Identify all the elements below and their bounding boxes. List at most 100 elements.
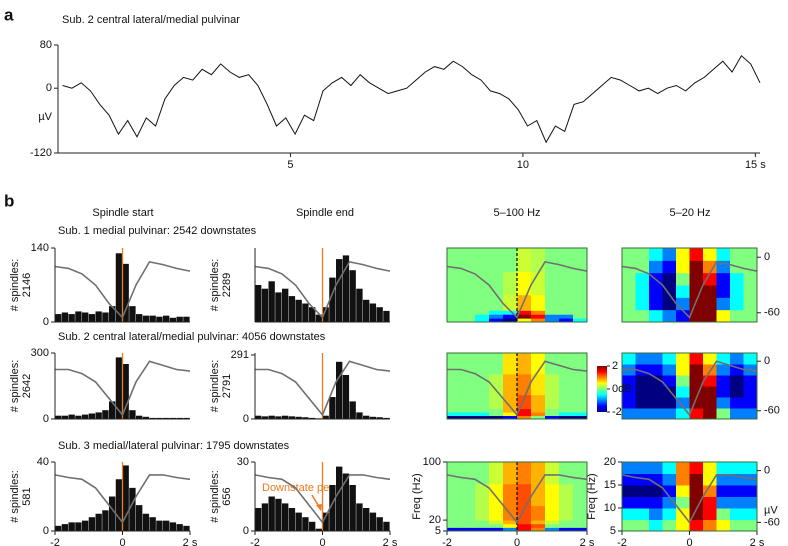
heatmap-cell [649,309,663,323]
colorbar-tick-label: 2 [612,360,618,372]
y-axis-label: # spindles: [9,360,21,413]
y2-tick-label: 0 [764,251,770,263]
x-tick-label: -2 [617,537,627,546]
heatmap-cell [545,462,560,485]
heatmap-cell [689,408,704,420]
heatmap-cell [730,285,744,298]
colorbar-tick-label: 0dB [612,383,632,395]
heatmap-cell [545,310,560,315]
heatmap-cell [703,375,717,387]
heatmap-cell [622,297,636,311]
colorbar-tick-label: -2 [612,406,622,418]
heatmap-cell [475,415,490,420]
histogram-bar [376,307,383,322]
y-axis-label: # spindles: [9,470,21,523]
histogram-bar [176,316,183,322]
heatmap-cell [461,520,476,525]
histogram-bar [268,281,275,322]
heatmap-cell [517,294,532,311]
heatmap-cell [447,294,462,311]
y-tick-label: 0 [43,316,49,328]
histogram-bar [363,299,370,322]
heatmap-cell [689,260,704,274]
heatmap-cell [662,397,677,409]
histogram-bar [102,312,109,322]
heatmap-cell [475,523,490,528]
histogram-bar [369,416,377,419]
heatmap-cell [662,364,677,376]
x-tick-label: 0 [686,537,692,546]
histogram-bar [163,315,170,322]
y-tick-label: 300 [31,347,49,359]
heatmap-cell [489,271,504,296]
histogram-bar [356,412,363,419]
heatmap-cell [461,415,476,420]
heatmap-cell [662,272,677,286]
heatmap-cell [559,523,574,528]
heatmap-cell [559,527,574,532]
histogram-bar [115,253,123,322]
y-tick-label: 80 [40,39,52,51]
y2-tick-label: -60 [764,516,780,528]
heatmap-cell [676,485,690,497]
heatmap-cell [703,309,717,323]
heatmap-cell [559,462,574,485]
heatmap-cell [489,310,504,315]
y-tick-label: 15 [604,479,616,491]
heatmap-cell [703,386,717,398]
heatmap-cell [716,397,731,409]
heatmap-cell [559,353,574,375]
heatmap-cell [447,318,462,323]
heatmap-cell [716,519,731,532]
heatmap-cell [649,485,663,497]
histogram-bar [349,270,356,322]
heatmap-cell [461,248,476,272]
histogram-bar [288,296,296,322]
heatmap-cell [503,248,518,272]
y-axis-total: 581 [21,487,33,505]
histogram-bar [136,415,143,419]
average-curve [54,261,191,319]
histogram-bar [109,401,116,419]
y-tick-label: 291 [231,349,249,361]
heatmap-cell [635,285,650,298]
heatmap-cell [517,248,532,272]
heatmap-cell [676,386,690,398]
y-tick-label: 0 [243,525,249,537]
row-title: Sub. 3 medial/lateral pulvinar: 1795 dow… [58,440,290,452]
y-axis-total: 2791 [221,374,233,398]
heatmap-cell [447,373,462,396]
heatmap-cell [703,408,717,420]
heatmap-cell [447,271,462,296]
heatmap-cell [559,271,574,296]
heatmap-cell [475,520,490,525]
heatmap-cell [635,375,650,387]
heatmap-cell [447,248,462,272]
heatmap-cell [676,375,690,387]
heatmap-cell [730,519,744,532]
heatmap-cell [503,462,518,485]
heatmap-cell [517,527,532,532]
histogram-bar [268,415,275,419]
heatmap-cell [730,508,744,520]
column-title: 5–20 Hz [670,207,711,219]
histogram-bar [255,415,262,419]
histogram-bar [82,312,89,322]
heatmap-cell [475,294,490,311]
heatmap-cell [689,272,704,286]
heatmap-cell [461,318,476,323]
heatmap-cell [689,496,704,509]
heatmap-cell [649,408,663,420]
heatmap-cell [503,294,518,311]
histogram-bar [275,292,282,322]
heatmap-cell [689,519,704,532]
histogram-bar [363,415,370,419]
heatmap-cell [689,386,704,398]
histogram-bar [356,503,363,531]
heatmap-cell [730,397,744,409]
y2-tick-label: -60 [764,307,780,319]
histogram-bar [376,417,383,419]
x-tick-label: -2 [50,537,60,546]
histogram-bar [102,410,109,419]
heatmap-cell [622,309,636,323]
